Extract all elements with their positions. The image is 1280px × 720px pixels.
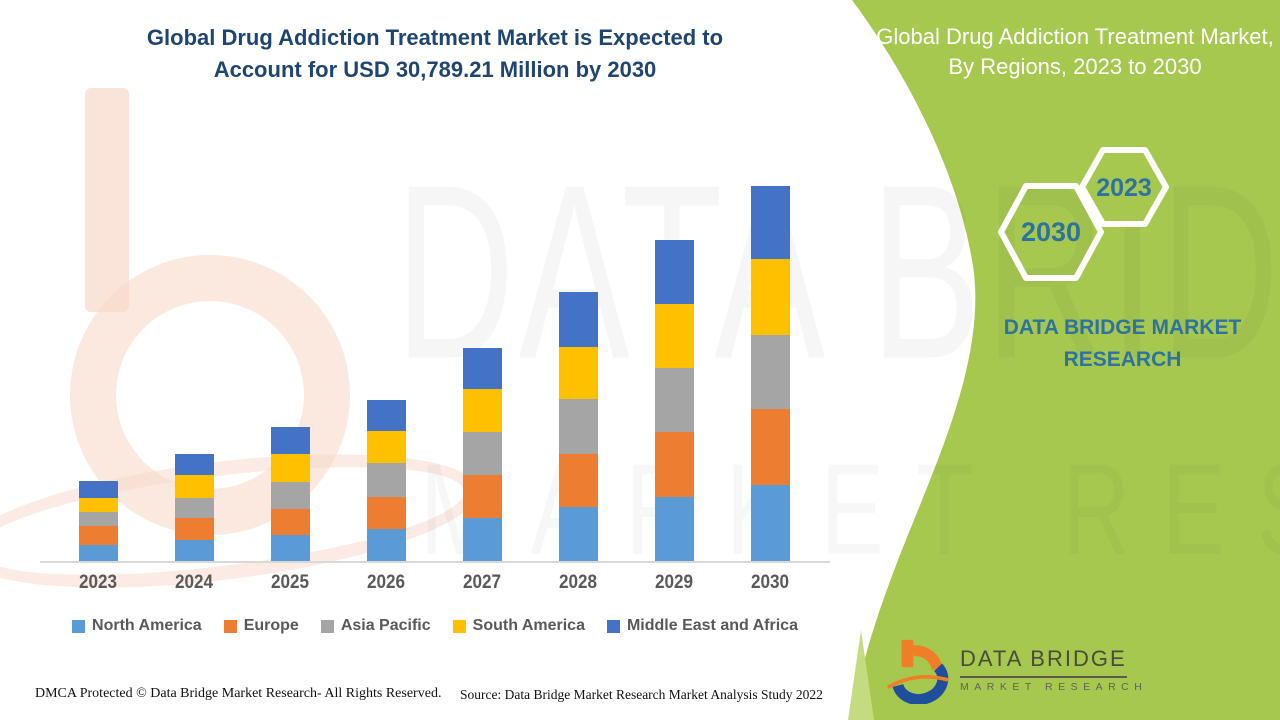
bar-2027-segment-north-america xyxy=(462,518,502,561)
legend-label: South America xyxy=(472,617,585,634)
logo-name: DATA BRIDGE xyxy=(960,646,1127,678)
bar-2030-segment-europe xyxy=(750,409,790,486)
panel-title: Global Drug Addiction Treatment Market, … xyxy=(876,24,1274,79)
legend-swatch xyxy=(320,619,334,633)
bar-2025-segment-europe xyxy=(270,509,310,535)
bar-2025-segment-middle-east-and-africa xyxy=(270,427,310,455)
bar-2029-segment-north-america xyxy=(654,497,694,561)
bar-2029-segment-asia-pacific xyxy=(654,368,694,433)
bar-2030-segment-north-america xyxy=(750,485,790,561)
legend-item-middle-east-and-africa: Middle East and Africa xyxy=(606,617,798,635)
bar-2023-segment-europe xyxy=(78,526,118,545)
chart-title-line1: Global Drug Addiction Treatment Market i… xyxy=(146,25,724,50)
data-bridge-logo: DATA BRIDGE MARKET RESEARCH xyxy=(886,636,1147,704)
bar-2030-segment-asia-pacific xyxy=(750,335,790,410)
x-axis-label-2027: 2027 xyxy=(463,572,502,593)
bar-2030-segment-south-america xyxy=(750,259,790,336)
x-axis-label-2025: 2025 xyxy=(271,572,310,593)
chart-title: Global Drug Addiction Treatment Market i… xyxy=(60,22,810,86)
bar-2024-segment-north-america xyxy=(174,540,214,561)
bar-2024-segment-europe xyxy=(174,518,214,540)
bar-2026-segment-north-america xyxy=(366,528,406,561)
bar-2023 xyxy=(78,481,118,561)
bar-2023-segment-north-america xyxy=(78,544,118,561)
bar-2024-segment-asia-pacific xyxy=(174,498,214,519)
legend-swatch xyxy=(223,619,237,633)
brand-text-line1: DATA BRIDGE MARKET xyxy=(1003,316,1242,339)
bar-2029-segment-middle-east-and-africa xyxy=(654,240,694,305)
legend-item-europe: Europe xyxy=(223,617,299,635)
bar-2027-segment-middle-east-and-africa xyxy=(462,348,502,390)
bar-2029 xyxy=(654,240,694,561)
hexagon-2030 xyxy=(998,183,1104,281)
year-hexagons: 2030 2023 xyxy=(998,147,1169,281)
bar-2029-segment-south-america xyxy=(654,304,694,369)
x-axis-label-2028: 2028 xyxy=(559,572,598,593)
bar-2028 xyxy=(558,292,598,561)
bar-2026-segment-south-america xyxy=(366,430,406,463)
bar-2027-segment-south-america xyxy=(462,389,502,433)
bar-2028-segment-europe xyxy=(558,454,598,507)
green-panel-shape xyxy=(852,0,1280,720)
bar-2027 xyxy=(462,348,502,561)
bar-2026-segment-middle-east-and-africa xyxy=(366,399,406,431)
legend-label: North America xyxy=(92,617,202,634)
bar-2025-segment-south-america xyxy=(270,454,310,483)
hexagon-2030-label: 2030 xyxy=(1021,217,1081,247)
bar-2023-segment-middle-east-and-africa xyxy=(78,481,118,498)
x-axis-label-2029: 2029 xyxy=(655,572,694,593)
bar-2028-segment-north-america xyxy=(558,507,598,561)
bar-2027-segment-asia-pacific xyxy=(462,432,502,476)
bar-chart-plot-area xyxy=(40,90,830,563)
bar-2023-segment-asia-pacific xyxy=(78,512,118,526)
x-axis-label-2026: 2026 xyxy=(367,572,406,593)
bar-2025 xyxy=(270,427,310,561)
x-axis-label-2023: 2023 xyxy=(78,572,118,593)
bar-2030-segment-middle-east-and-africa xyxy=(750,186,790,260)
bar-2025-segment-north-america xyxy=(270,535,310,561)
chart-legend: North America Europe Asia Pacific South Ame… xyxy=(40,617,830,635)
bar-2028-segment-asia-pacific xyxy=(558,399,598,455)
x-axis-labels: 2023 2024 2025 2026 2027 2028 2029 2030 xyxy=(40,572,830,596)
x-axis-label-2024: 2024 xyxy=(175,572,214,593)
legend-item-north-america: North America xyxy=(72,617,202,635)
bar-2027-segment-europe xyxy=(462,475,502,519)
bar-2024-segment-middle-east-and-africa xyxy=(174,454,214,476)
legend-swatch xyxy=(452,619,466,633)
legend-label: Middle East and Africa xyxy=(626,617,798,634)
bar-2024-segment-south-america xyxy=(174,475,214,499)
bar-2028-segment-south-america xyxy=(558,347,598,400)
hexagon-2023 xyxy=(1079,147,1169,227)
bar-2026 xyxy=(366,399,406,561)
legend-item-asia-pacific: Asia Pacific xyxy=(320,617,431,635)
bar-2028-segment-middle-east-and-africa xyxy=(558,292,598,348)
bar-2023-segment-south-america xyxy=(78,498,118,512)
bar-2024 xyxy=(174,454,214,561)
footer-copyright: DMCA Protected © Data Bridge Market Rese… xyxy=(35,686,442,701)
chart-title-line2: Account for USD 30,789.21 Million by 203… xyxy=(213,57,657,82)
footer-source: Source: Data Bridge Market Research Mark… xyxy=(460,687,823,702)
hexagon-2023-label: 2023 xyxy=(1096,174,1152,202)
logo-subtitle: MARKET RESEARCH xyxy=(960,681,1148,693)
legend-swatch xyxy=(606,619,620,633)
bar-2030 xyxy=(750,186,790,561)
legend-label: Europe xyxy=(243,617,299,634)
legend-item-south-america: South America xyxy=(452,617,585,635)
brand-text-line2: RESEARCH xyxy=(1063,348,1182,371)
legend-label: Asia Pacific xyxy=(340,617,431,634)
bar-2025-segment-asia-pacific xyxy=(270,482,310,509)
bar-2026-segment-asia-pacific xyxy=(366,462,406,497)
logo-text-block: DATA BRIDGE MARKET RESEARCH xyxy=(960,636,1147,693)
green-edge-accent xyxy=(848,630,874,720)
x-axis-label-2030: 2030 xyxy=(751,572,790,593)
brand-text: DATA BRIDGE MARKET RESEARCH xyxy=(975,312,1270,376)
bar-2026-segment-europe xyxy=(366,496,406,529)
data-bridge-logo-icon xyxy=(886,639,949,704)
bar-2029-segment-europe xyxy=(654,432,694,497)
legend-swatch xyxy=(72,619,86,633)
